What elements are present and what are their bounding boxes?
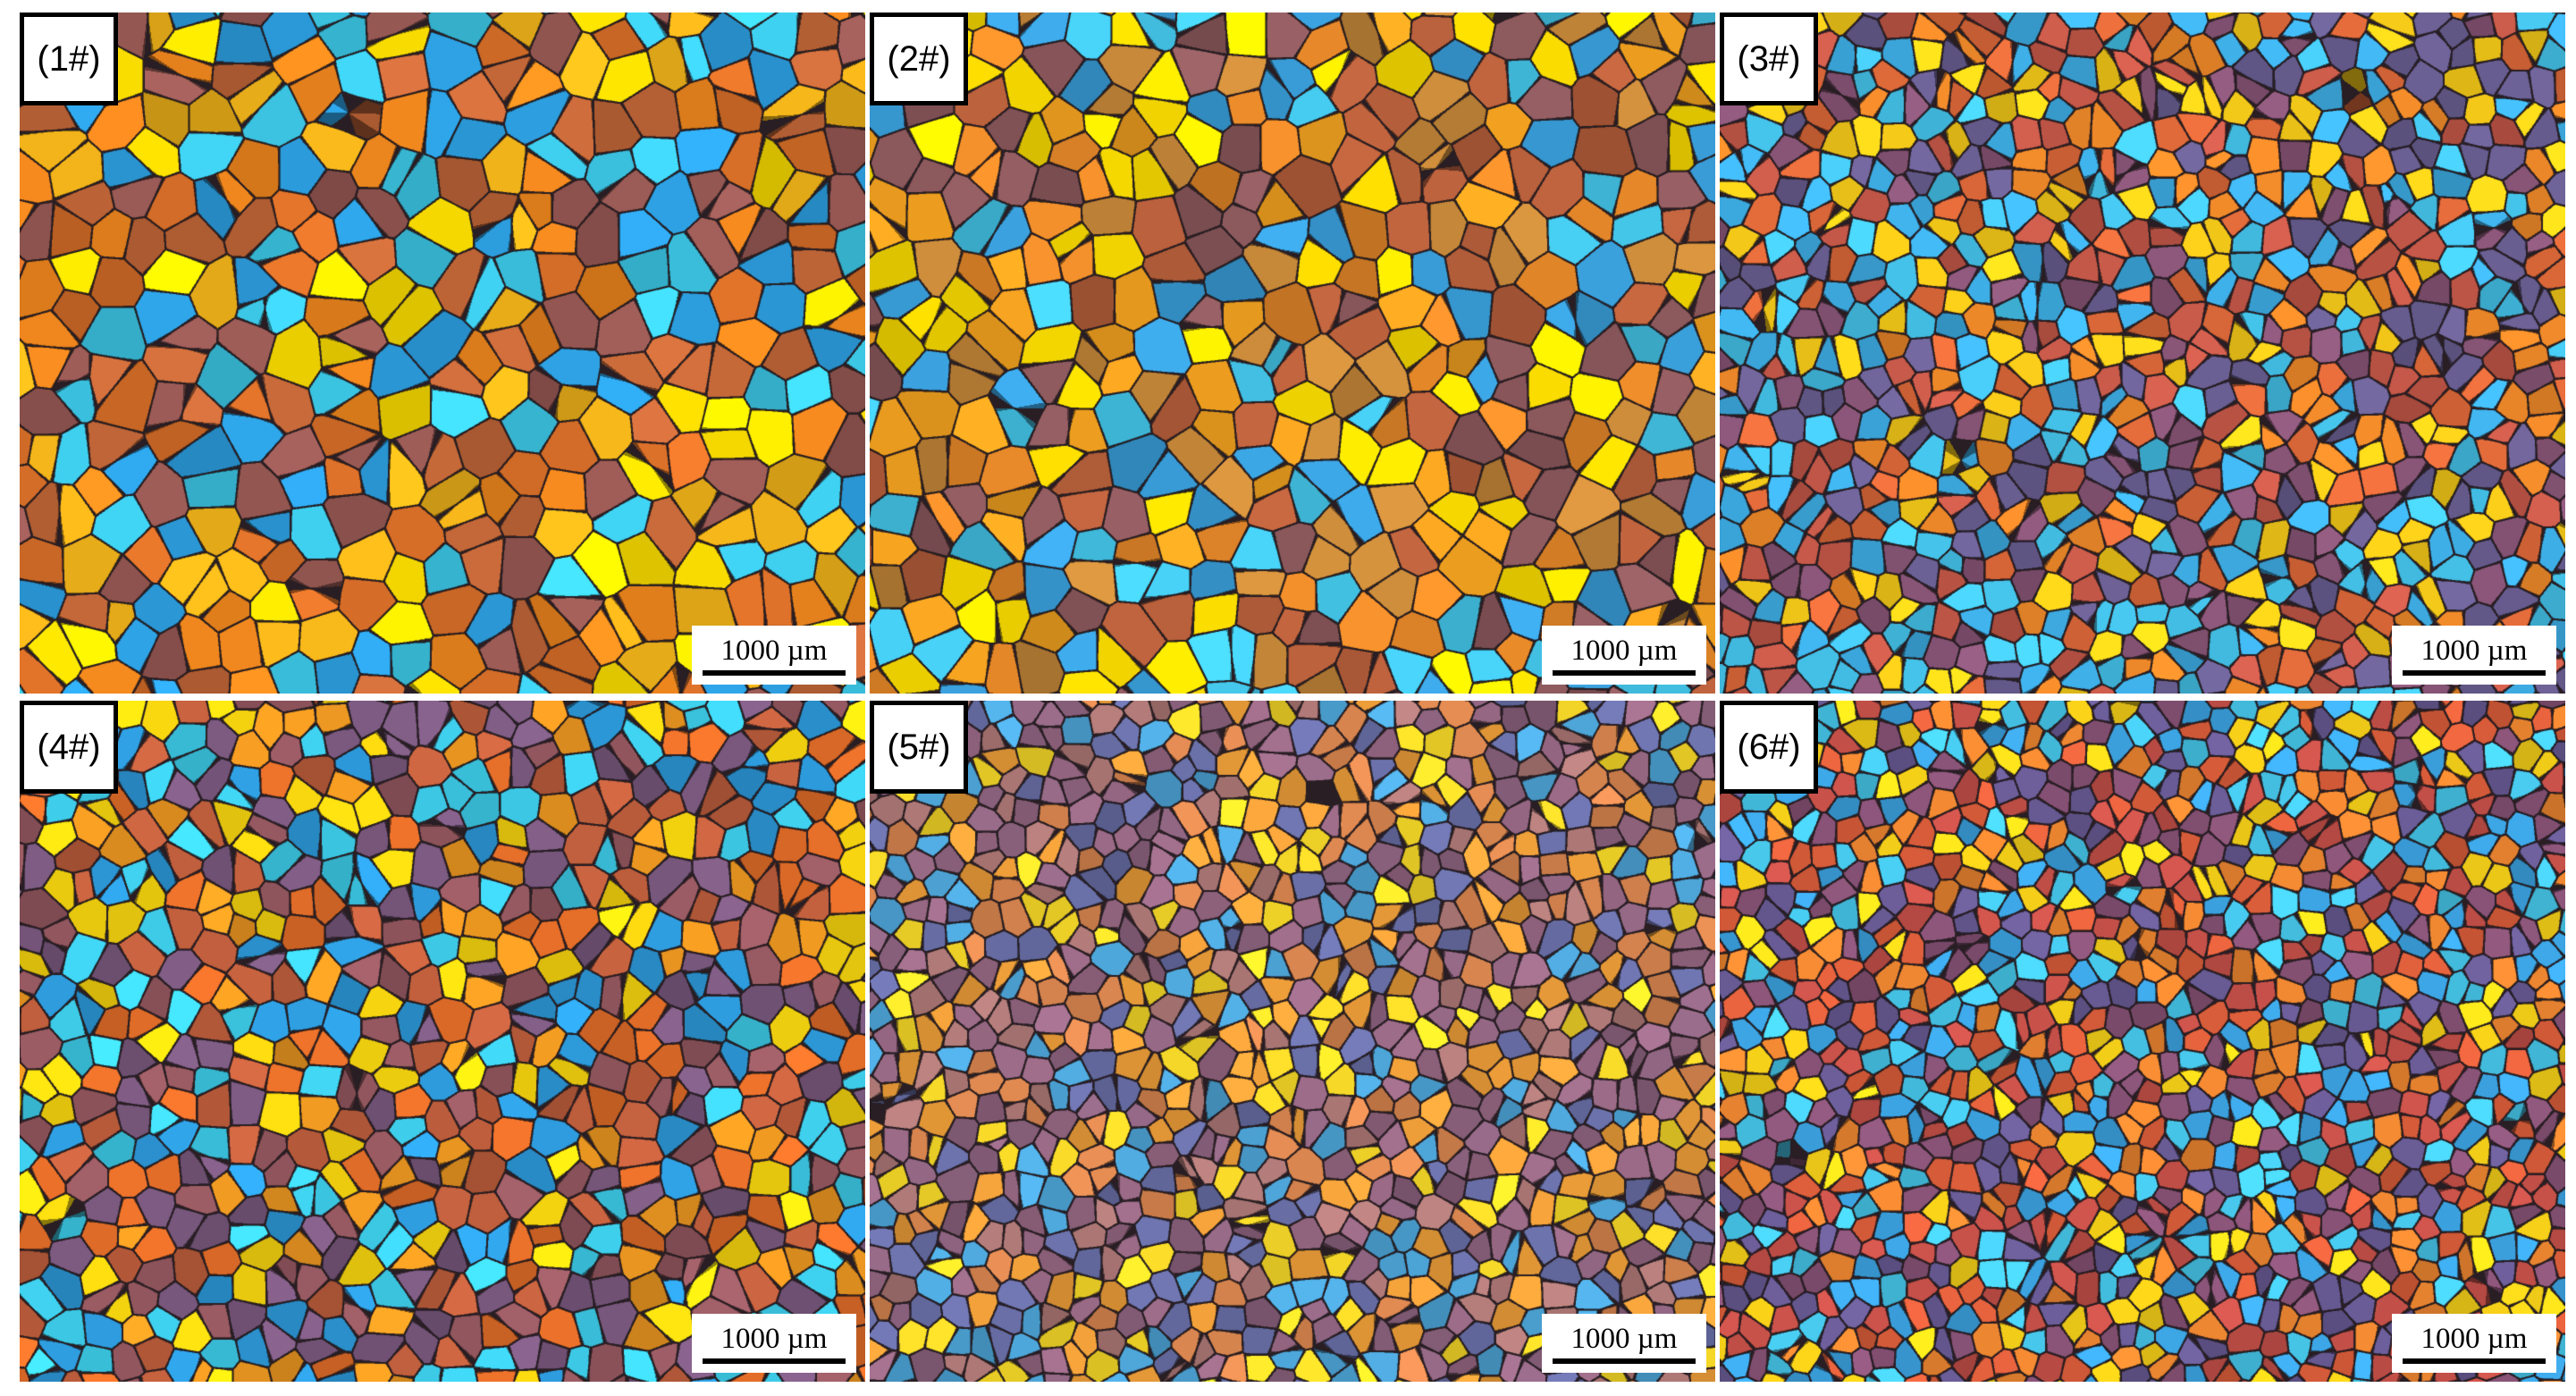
- scale-bar-box: 1000 µm: [692, 1314, 856, 1373]
- grain-micrograph: [870, 701, 1715, 1382]
- scale-bar-box: 1000 µm: [2392, 1314, 2556, 1373]
- scale-bar-box: 1000 µm: [692, 626, 856, 685]
- scale-bar: [703, 670, 846, 676]
- grain-micrograph: [20, 701, 865, 1382]
- scale-bar-label: 1000 µm: [1570, 1323, 1678, 1355]
- micrograph-panel-4: (4#) 1000 µm: [20, 701, 865, 1382]
- scale-bar-label: 1000 µm: [720, 635, 828, 667]
- grain-micrograph: [870, 13, 1715, 694]
- panel-label: (4#): [20, 701, 118, 794]
- micrograph-panel-2: (2#) 1000 µm: [870, 13, 1715, 694]
- micrograph-panel-6: (6#) 1000 µm: [1720, 701, 2565, 1382]
- micrograph-grid: (1#) 1000 µm (2#) 1000 µm (3#) 1000 µm (…: [20, 13, 2565, 1382]
- scale-bar: [703, 1358, 846, 1364]
- scale-bar: [1553, 670, 1696, 676]
- scale-bar: [2403, 670, 2546, 676]
- scale-bar-label: 1000 µm: [2420, 635, 2528, 667]
- panel-label: (5#): [870, 701, 968, 794]
- panel-label: (1#): [20, 13, 118, 105]
- grain-micrograph: [20, 13, 865, 694]
- grain-micrograph: [1720, 13, 2565, 694]
- panel-label: (6#): [1720, 701, 1818, 794]
- scale-bar: [2403, 1358, 2546, 1364]
- scale-bar-box: 1000 µm: [1542, 626, 1706, 685]
- scale-bar-box: 1000 µm: [2392, 626, 2556, 685]
- scale-bar: [1553, 1358, 1696, 1364]
- panel-label: (3#): [1720, 13, 1818, 105]
- scale-bar-label: 1000 µm: [2420, 1323, 2528, 1355]
- scale-bar-label: 1000 µm: [1570, 635, 1678, 667]
- micrograph-panel-1: (1#) 1000 µm: [20, 13, 865, 694]
- scale-bar-label: 1000 µm: [720, 1323, 828, 1355]
- panel-label: (2#): [870, 13, 968, 105]
- scale-bar-box: 1000 µm: [1542, 1314, 1706, 1373]
- micrograph-panel-3: (3#) 1000 µm: [1720, 13, 2565, 694]
- micrograph-panel-5: (5#) 1000 µm: [870, 701, 1715, 1382]
- grain-micrograph: [1720, 701, 2565, 1382]
